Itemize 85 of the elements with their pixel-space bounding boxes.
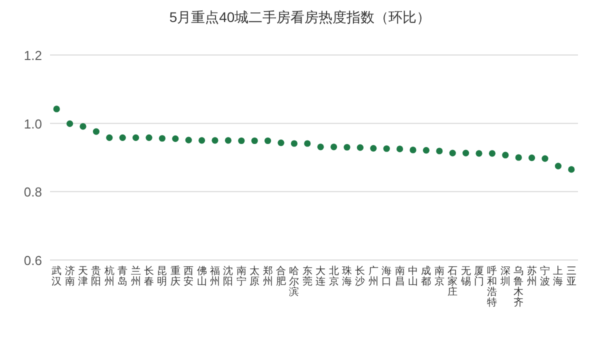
point [92,128,100,135]
x-tick-label: 沈阳 [223,265,234,288]
point [198,137,206,144]
x-tick-label: 合肥 [276,265,286,288]
point [476,150,482,157]
x-tick-label: 海口 [382,265,392,288]
x-tick-label: 昆明 [157,266,168,288]
point [515,154,522,161]
x-tick-label: 上海 [553,265,564,288]
x-tick-label: 武汉 [52,265,62,288]
point [542,155,548,162]
point [106,134,113,141]
x-tick-label: 厦门 [474,266,484,288]
point [488,150,496,157]
x-tick-label: 西安 [184,266,194,288]
x-tick-label: 长春 [144,265,154,288]
point [462,150,470,156]
point [568,166,575,173]
x-tick-label: 重庆 [170,265,180,288]
point [317,144,324,150]
point [264,137,272,144]
x-tick-label: 杭州 [103,265,114,288]
x-tick-label: 中山 [408,265,418,288]
y-tick-label: 1.0 [24,116,42,132]
point [158,135,166,142]
x-tick-label: 广州 [368,265,378,288]
x-tick-label: 佛山 [196,266,207,288]
x-tick-label: 哈尔滨 [289,265,300,298]
point [119,134,126,141]
point [330,144,338,150]
x-tick-label: 呼和浩特 [487,265,498,308]
x-tick-label: 石家庄 [448,266,458,298]
x-tick-label: 南京 [434,265,444,288]
x-tick-label: 福州 [210,265,220,288]
point [422,147,430,154]
point [344,144,350,151]
point [436,148,443,154]
point [396,146,404,152]
x-tick-label: 大连 [316,265,326,288]
point [528,154,536,162]
point [146,134,152,141]
point [132,134,140,141]
x-tick-label: 南宁 [236,265,246,288]
point [356,144,364,151]
point [172,135,179,142]
point [80,123,86,130]
x-tick-label: 青岛 [118,265,128,288]
point [66,120,74,127]
point [238,137,245,144]
x-tick-label: 苏州 [526,265,537,288]
point [410,146,416,154]
x-tick-label: 深圳 [499,265,510,288]
x-tick-label: 长沙 [355,265,366,288]
x-tick-label: 南昌 [394,265,405,288]
x-tick-label: 三亚 [566,266,576,288]
x-tick-label: 成都 [421,265,432,288]
point [304,140,311,147]
point [370,144,377,152]
point [290,140,298,147]
x-tick-label: 天津 [78,266,88,288]
point [212,137,218,144]
x-tick-label: 郑州 [262,265,273,288]
y-tick-label: 1.2 [24,48,42,63]
x-tick-label: 兰州 [130,265,141,288]
x-tick-label: 东莞 [302,265,312,288]
point [449,150,456,156]
x-tick-label: 北京 [328,265,339,288]
point [185,136,192,144]
chart-title: 5月重点40城二手房看房热度指数（环比） [169,9,431,25]
point [554,162,562,170]
point [278,140,284,146]
point [224,137,232,144]
x-tick-label: 无锡 [460,266,471,288]
x-tick-label: 乌鲁木齐 [514,265,524,308]
x-tick-label: 太原 [250,265,260,288]
x-tick-label: 珠海 [342,265,352,288]
point [251,137,258,144]
point [383,145,390,152]
x-tick-label: 贵阳 [91,265,102,288]
y-tick-label: 0.8 [24,184,42,200]
x-tick-label: 宁波 [540,265,550,288]
y-tick-label: 0.6 [24,253,42,268]
point [53,106,60,112]
x-tick-label: 济南 [64,265,75,288]
point [502,152,509,158]
